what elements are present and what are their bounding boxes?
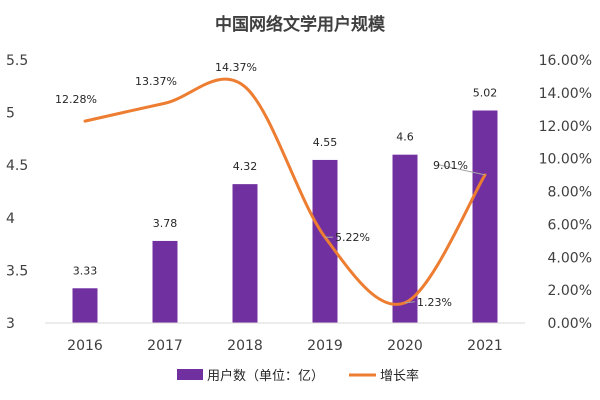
line-data-label: 5.22%	[335, 231, 370, 244]
bar-data-label: 3.33	[73, 264, 98, 277]
right-axis-tick: 10.00%	[539, 152, 592, 168]
right-axis-tick: 8.00%	[548, 185, 592, 201]
x-axis-tick: 2021	[467, 338, 503, 354]
bar	[312, 159, 338, 323]
line-data-label: 1.23%	[417, 296, 452, 309]
right-axis-tick: 4.00%	[548, 250, 592, 266]
bar-data-label: 4.6	[396, 131, 414, 144]
x-axis-tick: 2017	[147, 338, 183, 354]
line-data-label: 14.37%	[215, 61, 257, 74]
left-axis-tick: 5.5	[6, 53, 28, 69]
line-data-label: 12.28%	[55, 93, 97, 106]
bar	[232, 184, 258, 323]
right-axis-tick: 16.00%	[539, 53, 592, 69]
bar	[152, 240, 178, 323]
left-axis-tick: 4	[6, 211, 15, 227]
growth-rate-line	[83, 77, 487, 306]
left-axis-tick: 3	[6, 316, 15, 332]
right-axis-tick: 0.00%	[548, 316, 592, 332]
legend-swatch-users	[177, 369, 203, 380]
right-axis-tick: 6.00%	[548, 217, 592, 233]
right-axis-tick: 2.00%	[548, 283, 592, 299]
bar-data-label: 3.78	[153, 217, 178, 230]
bar-data-label: 4.55	[313, 136, 338, 149]
right-axis-tick: 12.00%	[539, 119, 592, 135]
data-label-leader	[438, 164, 486, 176]
bar-data-label: 5.02	[473, 86, 498, 99]
x-axis-tick: 2019	[307, 338, 343, 354]
data-label-leader	[404, 301, 416, 304]
legend-label-growth: 增长率	[380, 368, 419, 384]
bar-data-label: 4.32	[233, 160, 258, 173]
left-axis-tick: 4.5	[6, 158, 28, 174]
bar	[72, 288, 98, 323]
left-axis-tick: 5	[6, 106, 15, 122]
left-axis-tick: 3.5	[6, 263, 28, 279]
x-axis-tick: 2016	[67, 338, 103, 354]
chart-title: 中国网络文学用户规模	[215, 14, 386, 35]
bar	[392, 154, 418, 323]
x-axis-tick: 2020	[387, 338, 423, 354]
legend: 用户数（单位：亿） 增长率	[177, 368, 419, 384]
line-data-label: 13.37%	[135, 75, 177, 88]
line-data-label: 9.01%	[433, 159, 468, 172]
bar	[472, 110, 498, 323]
x-axis-tick: 2018	[227, 338, 263, 354]
legend-label-users: 用户数（单位：亿）	[207, 368, 324, 384]
right-axis-tick: 14.00%	[539, 86, 592, 102]
